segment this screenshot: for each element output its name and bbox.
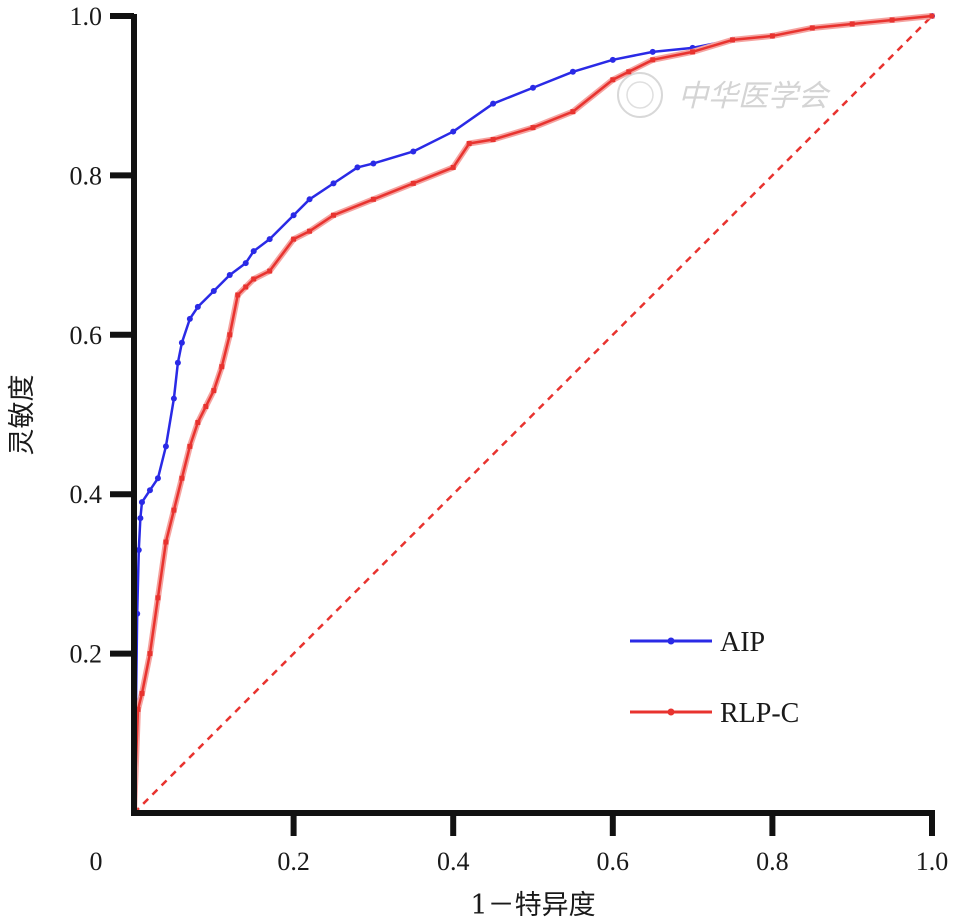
- data-point-rlp-c: [570, 109, 576, 115]
- y-tick-label: 0.6: [70, 321, 103, 350]
- data-point-rlp-c: [490, 137, 496, 143]
- data-point-rlp-c: [235, 292, 241, 298]
- data-point-aip: [226, 272, 233, 279]
- legend: AIP RLP-C: [630, 627, 799, 729]
- data-point-aip: [370, 160, 377, 167]
- data-point-rlp-c: [267, 268, 273, 274]
- data-point-aip: [174, 359, 181, 366]
- data-point-aip: [135, 546, 142, 553]
- data-point-aip: [609, 56, 616, 63]
- data-point-aip: [162, 443, 169, 450]
- reference-diagonal-line: [133, 15, 933, 814]
- watermark-seal-inner-icon: [626, 81, 654, 109]
- data-point-aip: [194, 303, 201, 310]
- data-point-rlp-c: [450, 164, 456, 170]
- x-tick-label: 0.4: [437, 847, 470, 876]
- data-point-aip: [306, 196, 313, 203]
- data-point-rlp-c: [227, 332, 233, 338]
- data-point-aip: [138, 499, 145, 506]
- legend-marker-rlp-c: [667, 708, 675, 716]
- ticks-layer: 0 0.2 0.4 0.6 0.8 1.0 0.2 0.4 0.6 0.8 1.0: [70, 2, 949, 876]
- legend-item-aip: AIP: [630, 627, 765, 658]
- series-line-rlp-c: [132, 14, 933, 814]
- data-point-rlp-c: [291, 236, 297, 242]
- data-point-rlp-c: [331, 212, 336, 218]
- data-point-aip: [569, 68, 576, 75]
- data-point-rlp-c: [195, 419, 201, 425]
- data-point-aip: [290, 212, 297, 219]
- data-point-rlp-c: [690, 49, 696, 55]
- data-point-rlp-c: [466, 141, 472, 147]
- watermark-text: 中华医学会: [678, 79, 831, 114]
- data-point-rlp-c: [626, 69, 632, 75]
- axes-layer: [131, 14, 935, 816]
- watermark: 中华医学会: [617, 72, 831, 118]
- y-tick-label: 0.4: [70, 480, 103, 509]
- data-point-aip: [242, 260, 249, 267]
- data-point-aip: [490, 100, 497, 107]
- watermark-seal-icon: [617, 72, 663, 118]
- data-point-aip: [210, 287, 217, 294]
- y-tick-label: 0.8: [70, 161, 103, 190]
- data-point-aip: [330, 180, 337, 187]
- x-tick-label: 0: [90, 847, 103, 876]
- legend-item-rlp-c: RLP-C: [630, 698, 799, 729]
- data-point-rlp-c: [135, 706, 141, 712]
- data-point-rlp-c: [410, 180, 416, 186]
- data-point-rlp-c: [610, 77, 616, 83]
- data-point-rlp-c: [849, 21, 855, 27]
- series-rlp-c: [131, 13, 935, 816]
- y-axis-title: 灵敏度: [7, 375, 38, 456]
- data-point-rlp-c: [251, 276, 257, 282]
- data-point-rlp-c: [650, 57, 656, 63]
- data-point-rlp-c: [163, 539, 169, 545]
- data-point-rlp-c: [307, 228, 313, 234]
- data-point-rlp-c: [769, 33, 775, 39]
- data-point-aip: [266, 236, 273, 243]
- data-point-aip: [649, 48, 656, 55]
- data-point-rlp-c: [147, 651, 153, 657]
- data-point-rlp-c: [171, 507, 177, 513]
- data-point-aip: [146, 487, 153, 494]
- data-point-rlp-c: [155, 595, 161, 601]
- data-point-rlp-c: [530, 125, 536, 131]
- x-tick-label: 0.2: [277, 847, 310, 876]
- data-point-aip: [186, 315, 193, 322]
- data-point-rlp-c: [889, 17, 895, 23]
- data-point-aip: [410, 148, 417, 155]
- data-point-aip: [354, 164, 361, 171]
- y-tick-label: 0.2: [70, 640, 103, 669]
- data-point-rlp-c: [370, 196, 376, 202]
- data-point-aip: [530, 84, 536, 91]
- x-tick-label: 0.8: [756, 847, 789, 876]
- data-point-rlp-c: [929, 13, 935, 19]
- x-tick-label: 0.6: [597, 847, 630, 876]
- data-point-aip: [170, 395, 177, 402]
- data-point-rlp-c: [211, 388, 217, 394]
- reference-layer: [133, 15, 933, 814]
- series-layer: [131, 13, 935, 816]
- data-point-rlp-c: [187, 443, 193, 449]
- data-point-aip: [137, 515, 144, 522]
- legend-marker-aip: [667, 637, 675, 645]
- data-point-aip: [450, 128, 457, 135]
- legend-label-rlp-c: RLP-C: [720, 698, 799, 729]
- data-point-rlp-c: [179, 475, 185, 481]
- data-point-aip: [154, 475, 161, 482]
- data-point-aip: [178, 339, 185, 346]
- legend-label-aip: AIP: [720, 627, 765, 658]
- data-point-rlp-c: [730, 37, 735, 43]
- data-point-rlp-c: [809, 25, 815, 31]
- data-point-rlp-c: [203, 404, 209, 410]
- y-tick-label: 1.0: [70, 2, 103, 31]
- data-point-rlp-c: [139, 690, 145, 696]
- x-axis-title: 1－特异度: [470, 890, 595, 921]
- data-point-aip: [250, 248, 257, 255]
- data-point-rlp-c: [219, 364, 225, 370]
- x-tick-label: 1.0: [916, 847, 949, 876]
- data-point-rlp-c: [243, 284, 249, 290]
